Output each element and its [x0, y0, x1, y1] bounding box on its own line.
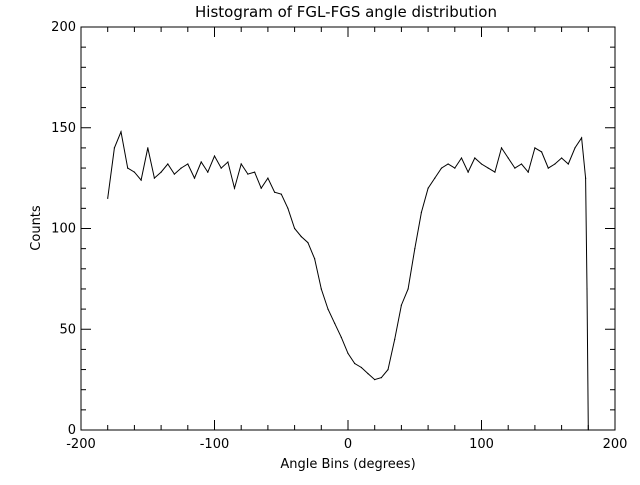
data-point	[367, 373, 369, 375]
y-tick-label: 200	[51, 20, 76, 35]
data-point	[227, 161, 229, 163]
data-point	[460, 157, 463, 159]
series-line	[107, 130, 589, 431]
data-point	[427, 187, 429, 189]
data-point	[507, 157, 509, 159]
data-point	[347, 352, 349, 354]
y-tick-label: 0	[68, 423, 76, 438]
data-point	[160, 171, 162, 173]
data-point	[207, 171, 209, 173]
data-point	[113, 147, 115, 149]
data-point	[387, 369, 389, 371]
data-point	[140, 179, 142, 181]
y-axis-label: Counts	[29, 205, 44, 251]
data-point	[467, 171, 469, 173]
data-point	[280, 193, 282, 195]
data-point	[240, 163, 242, 165]
data-point	[587, 429, 589, 431]
data-point	[585, 177, 587, 179]
plot-frame	[80, 26, 616, 431]
data-point	[254, 171, 256, 173]
data-point	[574, 147, 576, 149]
data-point	[233, 187, 236, 189]
x-axis-label: Angle Bins (degrees)	[280, 457, 415, 472]
data-point	[147, 147, 149, 149]
x-axis: -200 -100 0 100 200	[66, 27, 627, 452]
data-point	[307, 242, 309, 244]
data-point	[127, 167, 129, 169]
data-point	[267, 177, 269, 179]
data-point	[547, 167, 549, 169]
data-point	[294, 227, 296, 230]
chart-title: Histogram of FGL-FGS angle distribution	[195, 3, 497, 21]
data-point	[454, 167, 456, 169]
data-point	[520, 163, 523, 165]
data-point	[360, 366, 362, 369]
y-tick-label: 150	[51, 121, 76, 136]
data-point	[334, 322, 336, 324]
data-point	[541, 151, 543, 153]
data-point	[380, 377, 382, 379]
data-point	[400, 304, 402, 306]
x-tick-label: 100	[469, 437, 494, 452]
data-point	[487, 167, 489, 169]
data-point	[440, 167, 443, 169]
data-point	[187, 163, 189, 165]
data-point	[167, 163, 169, 165]
data-point	[494, 171, 496, 173]
data-point	[274, 191, 276, 193]
x-tick-label: 0	[344, 437, 352, 452]
data-point	[320, 288, 322, 290]
data-point	[340, 336, 342, 338]
data-point	[173, 173, 175, 175]
data-point	[220, 167, 222, 169]
data-point	[120, 131, 122, 133]
data-point	[374, 379, 376, 381]
y-axis: 0 50 100 150 200	[51, 20, 615, 438]
data-point	[133, 171, 135, 173]
x-tick-label: 200	[603, 437, 628, 452]
data-point	[354, 362, 356, 365]
data-point	[407, 288, 409, 290]
data-point	[327, 308, 329, 310]
data-point	[527, 171, 529, 173]
data-point	[586, 288, 588, 290]
data-point	[434, 177, 436, 179]
data-point	[200, 161, 202, 163]
x-tick-label: -200	[66, 437, 96, 452]
data-point	[447, 163, 449, 165]
data-point	[554, 163, 556, 165]
data-point	[180, 167, 182, 169]
y-tick-label: 100	[51, 222, 76, 237]
data-point	[314, 258, 316, 260]
data-point	[300, 236, 302, 238]
data-point	[193, 177, 196, 179]
data-point	[567, 163, 569, 165]
data-point	[474, 157, 476, 159]
data-point	[480, 163, 483, 165]
y-tick-label: 50	[59, 322, 76, 337]
data-point	[561, 157, 563, 159]
data-point	[534, 147, 536, 149]
x-tick-label: -100	[200, 437, 230, 452]
data-point	[260, 187, 262, 189]
data-point	[414, 248, 416, 250]
series-points	[107, 131, 589, 431]
data-point	[420, 211, 422, 213]
data-point	[107, 197, 109, 199]
data-point	[394, 338, 396, 340]
data-point	[213, 155, 216, 157]
data-point	[153, 177, 155, 179]
data-point	[581, 137, 583, 139]
data-point	[247, 173, 249, 175]
data-point	[514, 167, 516, 169]
data-point	[287, 207, 289, 209]
data-point	[500, 147, 503, 149]
